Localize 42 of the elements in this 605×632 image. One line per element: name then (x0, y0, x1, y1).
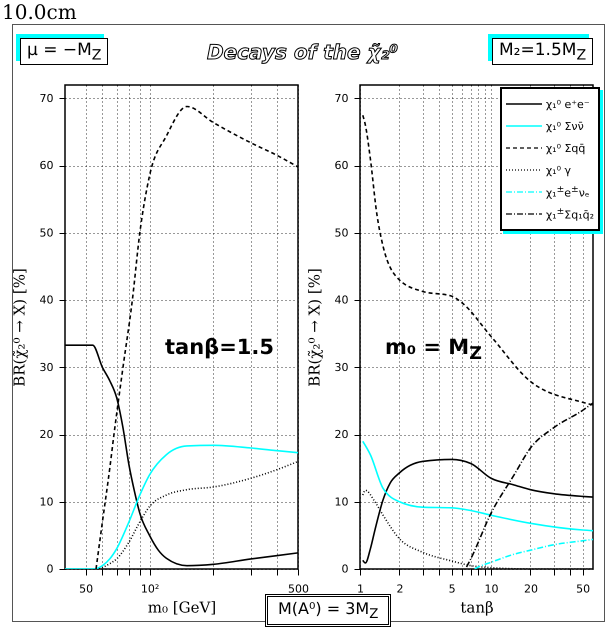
text: M₂=1.5M$_{Z}$ (492, 38, 594, 66)
text: 10.0cm (2, 0, 77, 24)
x-tick-label: 500 (288, 582, 309, 596)
legend-label: χ₁⁰ γ (546, 164, 571, 176)
text: M(A⁰) = 3M$_{Z}$ (265, 594, 392, 628)
y-tick-label: 10 (40, 495, 54, 508)
y-tick-label: 60 (334, 159, 348, 172)
y-tick-label: 40 (334, 294, 348, 307)
y-tick-label: 20 (334, 428, 348, 442)
y-tick-label: 30 (334, 360, 348, 374)
x-tick-label: 50 (79, 582, 94, 596)
x-tick-label: 50 (576, 582, 590, 596)
legend-label: χ₁⁰ Σqq̄ (546, 142, 586, 154)
y-tick-label: 70 (40, 92, 54, 105)
x-tick-label: 5 (448, 582, 456, 596)
y-tick-label: 50 (334, 226, 348, 240)
y-tick-label: 30 (40, 360, 54, 374)
legend-label: χ₁⁰ Σνν̄ (546, 120, 584, 132)
x-tick-label: 20 (524, 582, 538, 596)
y-tick-label: 60 (40, 159, 54, 172)
x-tick-label: 10² (140, 582, 160, 596)
legend-label: χ₁⁰ e⁺e⁻ (546, 98, 590, 110)
x-axis-title: tanβ (460, 598, 494, 616)
y-axis-title: BR(χ̃₂⁰ → X) [%] (10, 268, 29, 387)
y-tick-label: 70 (334, 92, 348, 105)
y-tick-label: 50 (40, 226, 54, 240)
legend-label: χ₁$^{±}$e$^{±}$νₑ (546, 184, 590, 200)
y-tick-label: 20 (40, 428, 54, 442)
y-tick-label: 10 (334, 495, 348, 508)
y-tick-label: 0 (46, 562, 54, 576)
y-tick-label: 0 (342, 562, 348, 576)
annotation: tanβ=1.5 (165, 335, 274, 359)
legend-label: χ₁$^{±}$Σq₁q̄₂ (546, 206, 594, 222)
x-axis-title: m₀ [GeV] (148, 598, 216, 616)
x-tick-label: 1 (357, 582, 364, 596)
chart-title: Decays of the χ̃₂⁰ (207, 40, 398, 64)
y-tick-label: 40 (40, 294, 54, 307)
y-axis-title: BR(χ̃₂⁰ → X) [%] (306, 268, 324, 387)
annotation: m₀ = M$_{Z}$ (385, 335, 482, 364)
x-tick-label: 10 (484, 582, 499, 596)
x-tick-label: 2 (396, 582, 404, 596)
text: μ = −M$_{Z}$ (20, 38, 108, 66)
